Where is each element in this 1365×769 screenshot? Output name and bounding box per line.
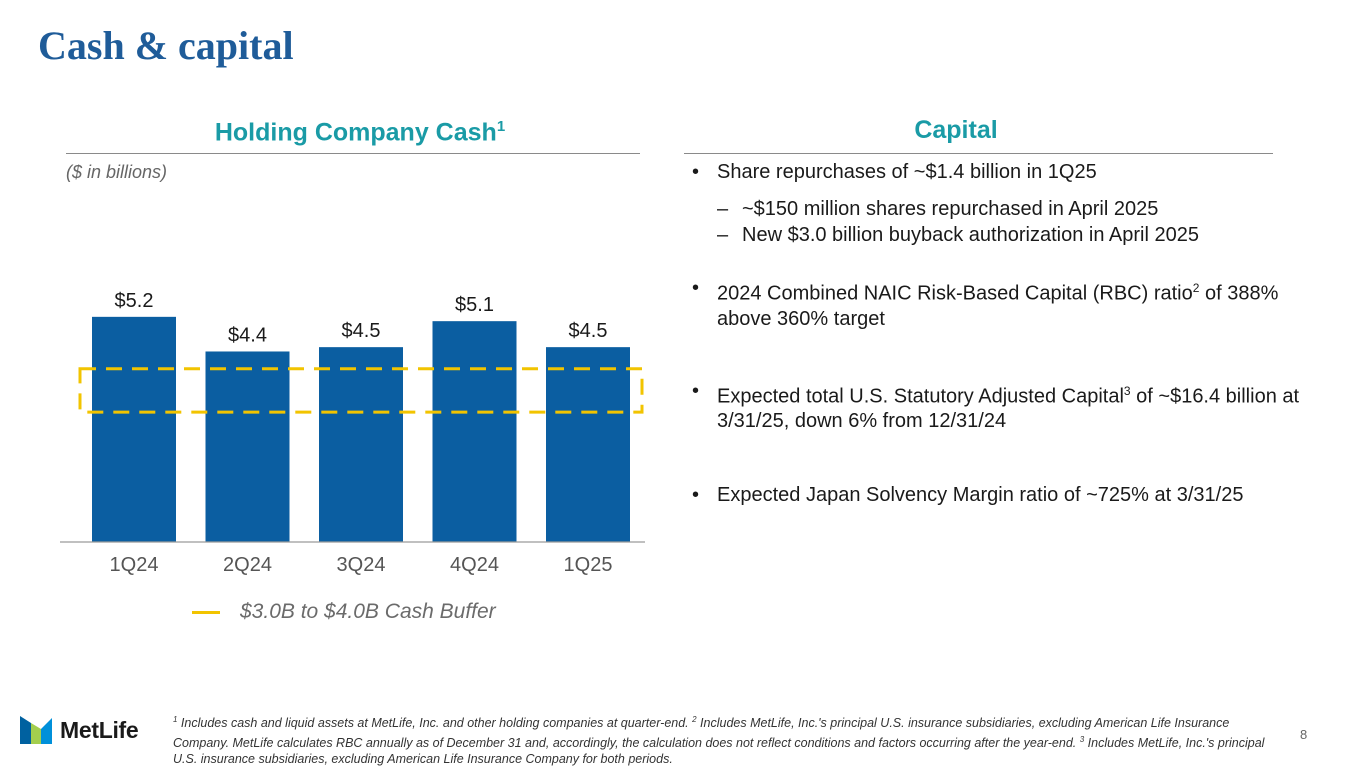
sub-bullet-buyback-authorization: – New $3.0 billion buyback authorization …: [717, 224, 1199, 246]
cash-buffer-legend-swatch: [192, 610, 220, 614]
x-tick-label: 3Q24: [337, 554, 386, 576]
bullet-statutory-capital: • Expected total U.S. Statutory Adjusted …: [692, 379, 1300, 433]
page-number: 8: [1300, 727, 1308, 742]
bar-4Q24: [432, 321, 517, 542]
right-divider: [684, 153, 1273, 154]
bar-3Q24: [319, 347, 403, 542]
metlife-logo: MetLife: [20, 716, 139, 744]
chart-legend: $3.0B to $4.0B Cash Buffer: [192, 600, 496, 624]
x-tick-label: 4Q24: [450, 554, 499, 576]
holding-cash-heading: Holding Company Cash1: [214, 118, 506, 147]
bar-value-label: $5.1: [455, 294, 494, 316]
bar-value-label: $4.5: [342, 320, 381, 342]
bar-1Q24: [92, 316, 176, 542]
page-title: Cash & capital: [38, 23, 294, 68]
x-tick-label: 2Q24: [223, 554, 272, 576]
sub-bullet-april-repurchases: – ~$150 million shares repurchased in Apr…: [717, 198, 1159, 220]
x-tick-label: 1Q25: [564, 554, 613, 576]
bar-value-label: $4.4: [228, 324, 267, 346]
metlife-logo-text: MetLife: [60, 716, 139, 743]
capital-heading: Capital: [914, 116, 998, 144]
bullet-rbc-ratio: • 2024 Combined NAIC Risk-Based Capital (…: [692, 277, 1279, 330]
bullet-share-repurchases: • Share repurchases of ~$1.4 billion in 1…: [692, 161, 1097, 183]
cash-buffer-band: [78, 367, 644, 414]
bullet-japan-solvency: • Expected Japan Solvency Margin ratio of…: [692, 484, 1244, 507]
x-tick-label: 1Q24: [110, 554, 159, 576]
cash-buffer-legend-label: $3.0B to $4.0B Cash Buffer: [240, 600, 496, 623]
holding-cash-chart: $5.2 1Q24 $4.4 2Q24 $4.5 3Q24 $5.1 4Q24 $4.5 1Q25: [60, 290, 645, 576]
left-divider: [66, 153, 640, 154]
metlife-logo-icon: [20, 716, 52, 744]
footnotes: 1 Includes cash and liquid assets at Met…: [173, 715, 1265, 767]
bar-value-label: $4.5: [569, 320, 608, 342]
bar-1Q25: [546, 347, 630, 542]
bar-value-label: $5.2: [115, 290, 154, 312]
capital-bullets: • Share repurchases of ~$1.4 billion in 1…: [692, 160, 1312, 508]
units-label: ($ in billions): [66, 162, 168, 182]
bar-2Q24: [205, 351, 290, 542]
